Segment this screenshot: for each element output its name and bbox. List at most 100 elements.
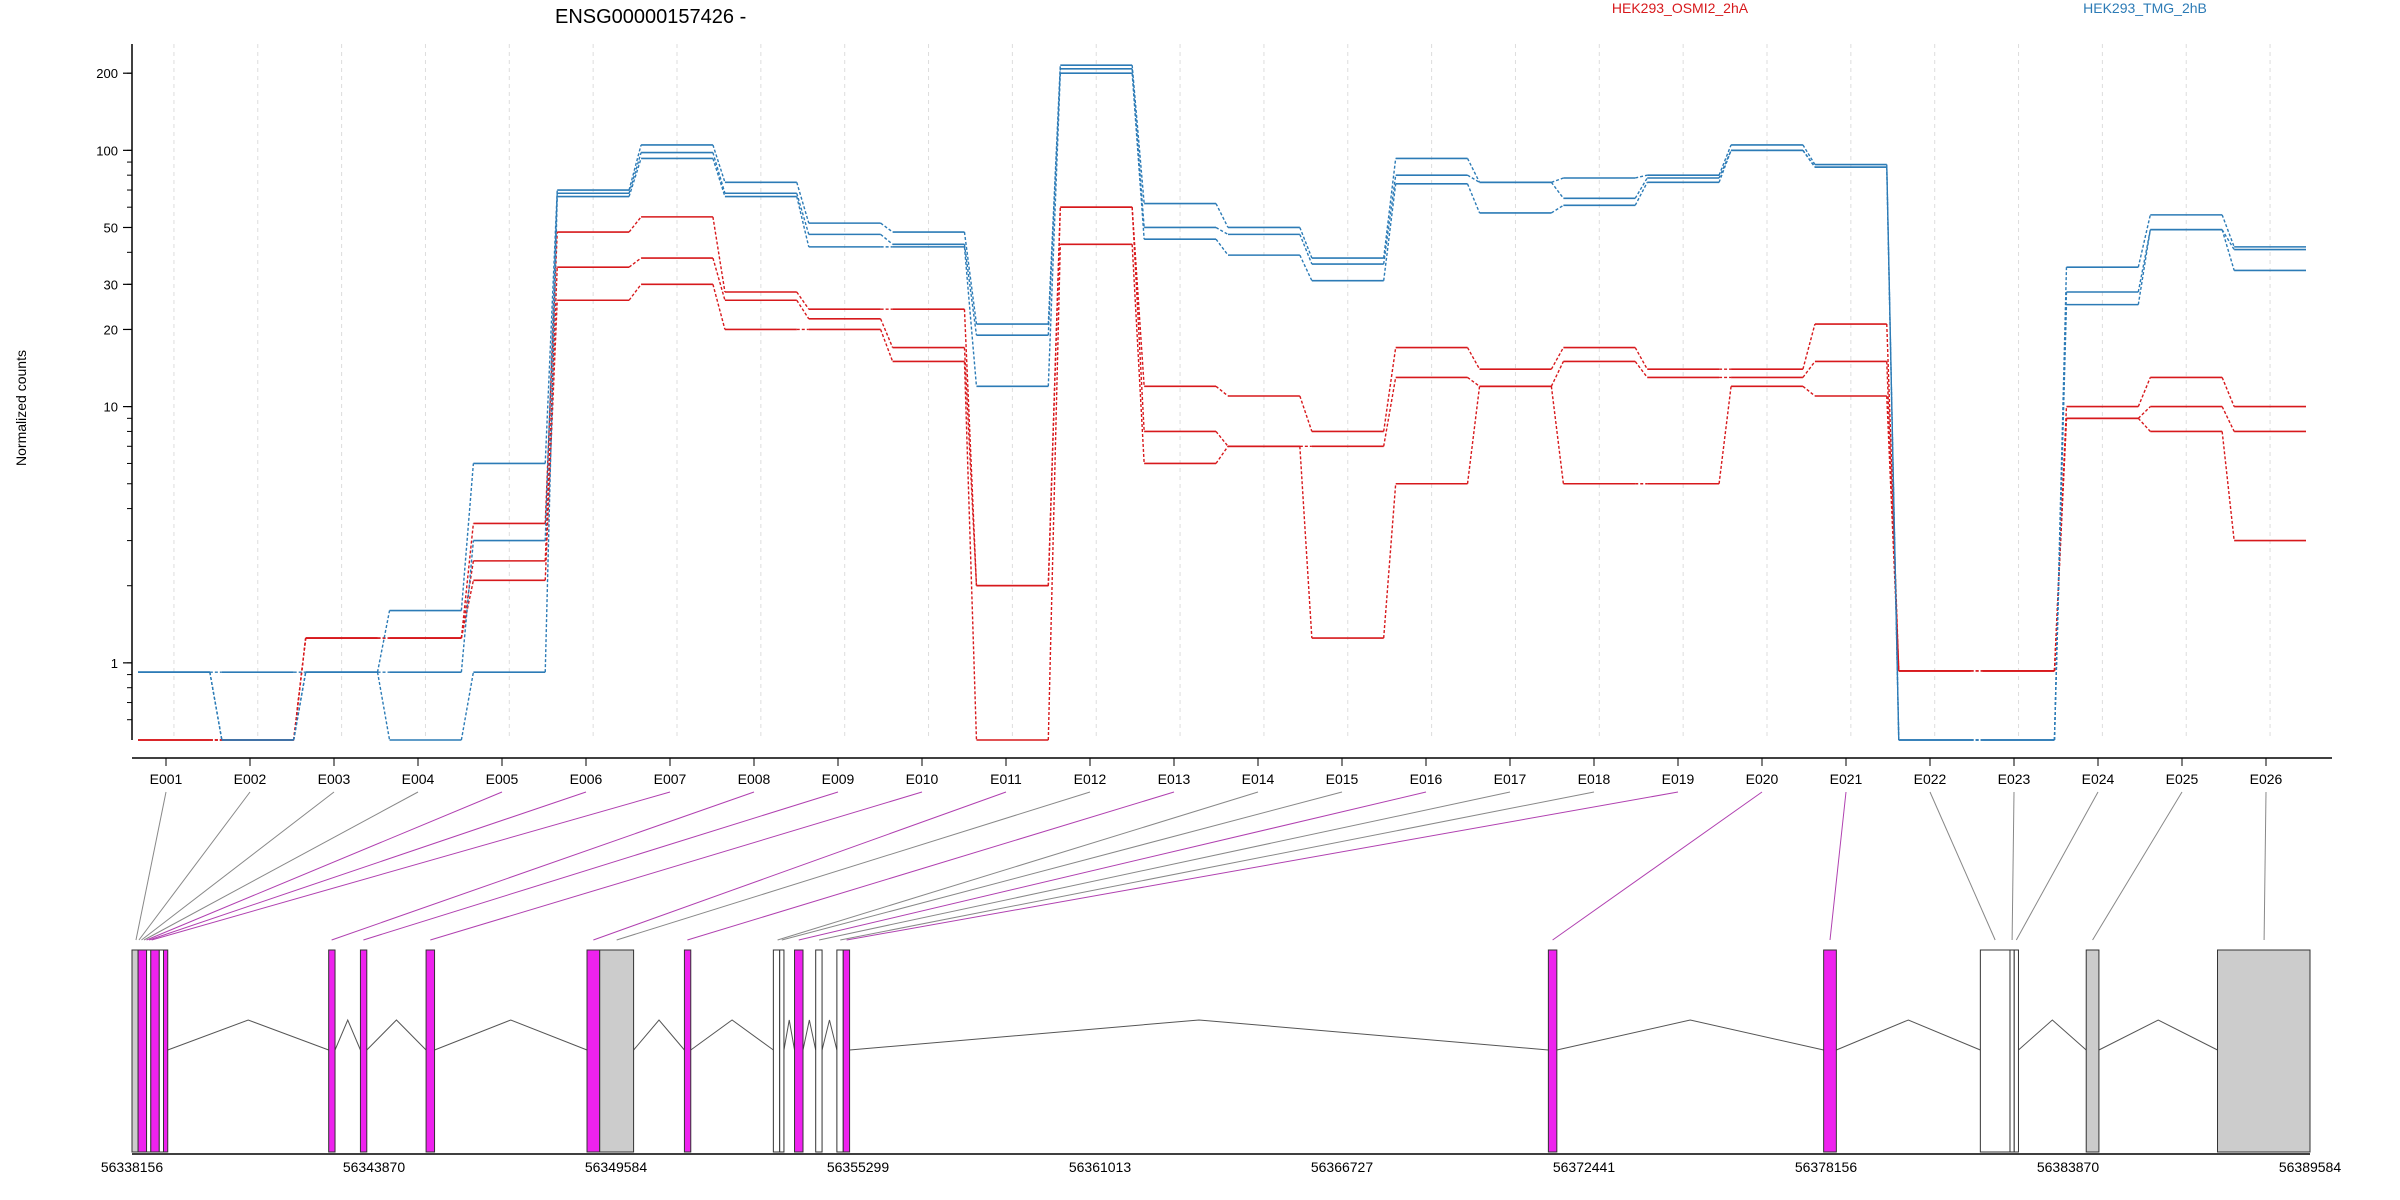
exon-block xyxy=(163,949,169,1153)
series-connector xyxy=(1383,377,1397,447)
exon-bin-label: E025 xyxy=(2166,771,2199,787)
exon-bin-label: E022 xyxy=(1914,771,1947,787)
intron xyxy=(783,1019,796,1051)
series-connector xyxy=(1215,238,1229,256)
exon-block xyxy=(2009,949,2015,1153)
series-connector xyxy=(544,190,558,464)
exon-bin-label: E021 xyxy=(1830,771,1863,787)
series-connector xyxy=(1718,150,1732,183)
exon-bin-label: E026 xyxy=(2250,771,2283,787)
series-connector xyxy=(1382,175,1397,265)
intron xyxy=(167,1019,329,1051)
series-connector xyxy=(1550,181,1564,199)
series-connector xyxy=(963,361,978,741)
series-connector xyxy=(1718,144,1732,176)
exon-bin-label: E004 xyxy=(402,771,435,787)
series-connector xyxy=(1467,174,1480,183)
series-connector xyxy=(1299,234,1313,265)
series-connector xyxy=(1382,158,1397,259)
exon-link xyxy=(2092,791,2183,941)
exon-link xyxy=(1552,791,1763,941)
exon-bin-label: E007 xyxy=(654,771,687,787)
y-axis: 1 10 20 30 50 100 200 xyxy=(96,44,133,740)
exon-block xyxy=(425,949,436,1153)
exon-bin-label: E006 xyxy=(570,771,603,787)
exon-bin-label: E023 xyxy=(1998,771,2031,787)
exon-bin-label: E008 xyxy=(738,771,771,787)
intron xyxy=(1836,1019,1981,1051)
series-connector xyxy=(1718,150,1732,179)
series-connector xyxy=(1382,347,1397,432)
exon-link xyxy=(2015,791,2099,941)
exon-block xyxy=(150,949,160,1153)
series-connector xyxy=(1131,65,1145,204)
exon-link xyxy=(363,791,839,941)
series-connector xyxy=(1886,361,1900,671)
series-connector xyxy=(2221,377,2235,407)
series-connector xyxy=(1047,73,1062,387)
exon-link xyxy=(846,791,1679,941)
series-connector xyxy=(712,216,726,293)
exon-link xyxy=(2263,791,2267,941)
coordinate-label: 56349584 xyxy=(585,1159,648,1175)
exon-link xyxy=(1829,791,1847,941)
series-connector xyxy=(1131,244,1145,464)
series-4 xyxy=(138,64,2306,741)
series-connector xyxy=(1550,347,1564,370)
chart-title: ENSG00000157426 - xyxy=(555,6,746,28)
series-connector xyxy=(1634,182,1648,206)
series-connector xyxy=(2137,214,2151,268)
series-connector xyxy=(628,144,642,191)
series-connector xyxy=(1551,204,1564,214)
series-connector xyxy=(2221,406,2235,432)
exon-bin-label: E015 xyxy=(1326,771,1359,787)
intron xyxy=(366,1019,427,1051)
coordinate-label: 56383870 xyxy=(2037,1159,2100,1175)
exon-bin-label: E001 xyxy=(150,771,183,787)
series-connector xyxy=(1215,445,1229,464)
series-connector xyxy=(460,560,475,639)
exon-bin-label: E002 xyxy=(234,771,267,787)
exon-link xyxy=(138,791,251,941)
legend-entry-osmi2: HEK293_OSMI2_2hA xyxy=(1612,0,1749,16)
exon-block xyxy=(683,949,692,1153)
series-connector xyxy=(963,347,978,586)
series-1 xyxy=(138,206,2306,741)
exon-link xyxy=(146,791,503,941)
intron xyxy=(802,1019,817,1051)
series-connector xyxy=(712,158,726,197)
series-connector xyxy=(2221,229,2235,250)
series-3 xyxy=(138,243,2306,741)
exon-block xyxy=(359,949,368,1153)
exon-block xyxy=(146,949,152,1153)
series-connector xyxy=(2137,377,2151,407)
series-connector xyxy=(712,284,726,330)
exon-link xyxy=(430,791,923,941)
intron xyxy=(2018,1019,2087,1051)
series-connector xyxy=(796,299,810,320)
intron xyxy=(821,1019,838,1051)
series-connector xyxy=(879,329,894,362)
intron xyxy=(1556,1019,1824,1051)
y-tick-label: 100 xyxy=(96,143,118,158)
series-connector xyxy=(1299,446,1313,639)
exon-block xyxy=(2085,949,2100,1153)
coordinate-label: 56338156 xyxy=(101,1159,164,1175)
series-connector xyxy=(292,637,307,741)
exon-link xyxy=(616,791,1091,941)
series-connector xyxy=(2221,431,2235,541)
exon-bin-label: E009 xyxy=(822,771,855,787)
series-connector xyxy=(544,267,558,561)
intron xyxy=(2098,1019,2218,1051)
exon-bin-label: E016 xyxy=(1410,771,1443,787)
series-connector xyxy=(209,672,223,741)
series-connector xyxy=(1634,347,1648,370)
exon-bin-label: E010 xyxy=(906,771,939,787)
series-connector xyxy=(1215,385,1229,397)
exon-link xyxy=(818,791,1511,941)
coordinate-label: 56372441 xyxy=(1553,1159,1616,1175)
exon-block xyxy=(2013,949,2019,1153)
exon-link xyxy=(798,791,1427,941)
y-tick-label: 1 xyxy=(111,656,118,671)
series-connector xyxy=(1886,167,1900,741)
